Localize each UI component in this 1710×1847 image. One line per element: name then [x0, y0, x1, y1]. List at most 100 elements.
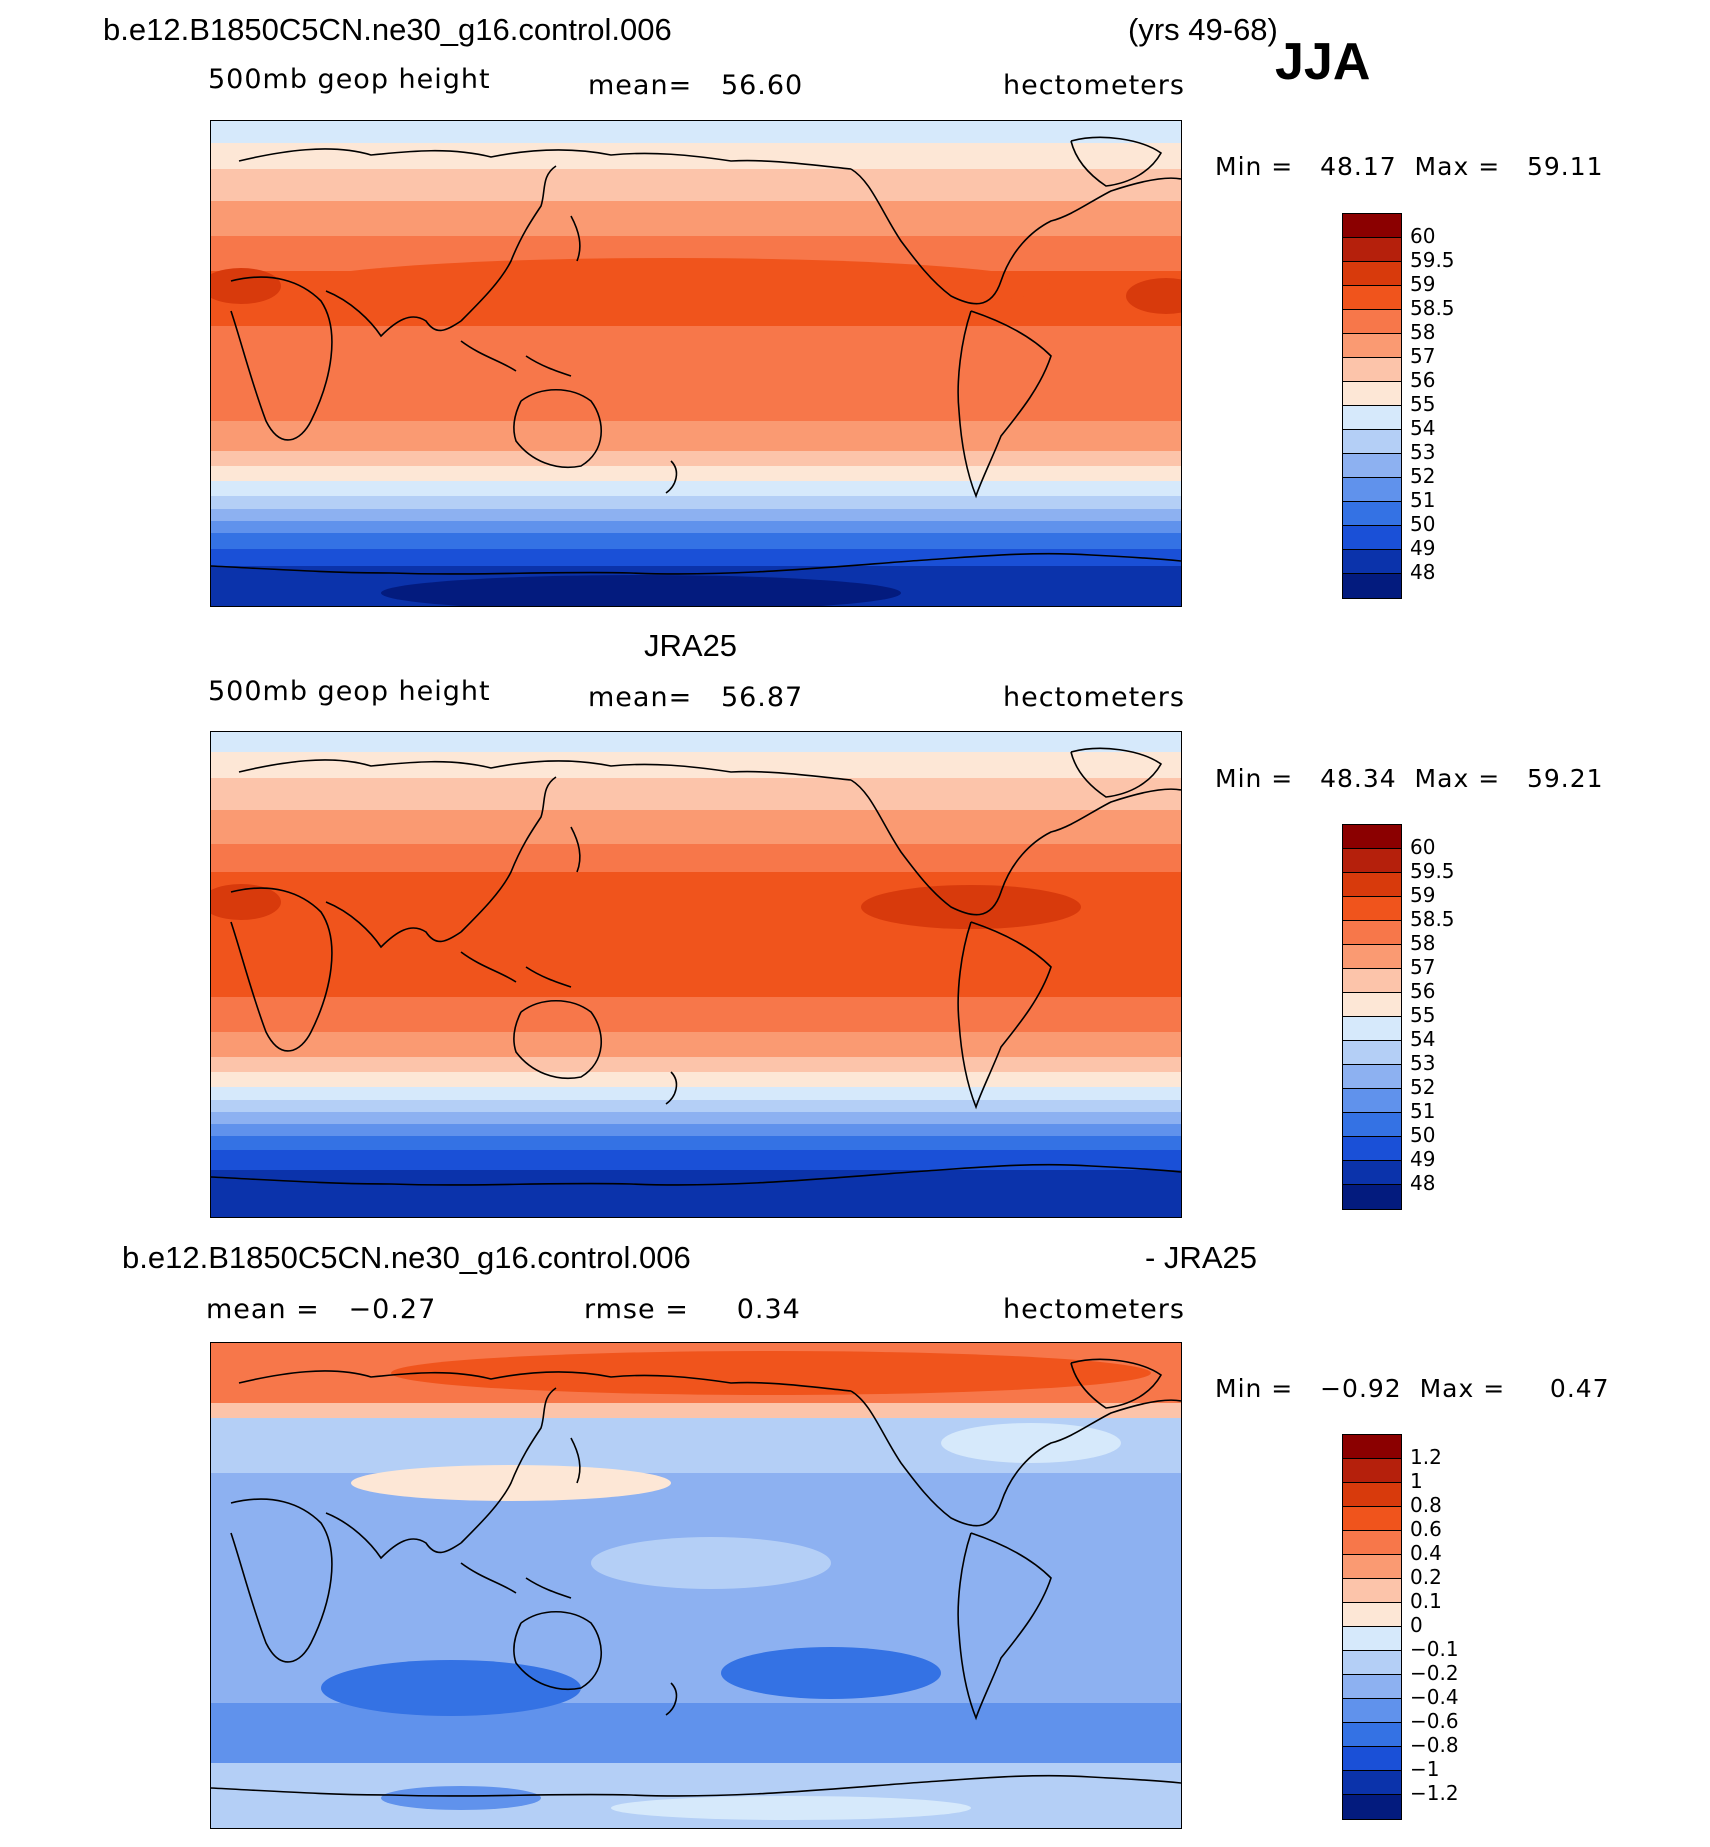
colorbar-label: 58.5 [1410, 296, 1455, 320]
colorbar-swatch [1343, 849, 1401, 873]
colorbar-label: 59.5 [1410, 248, 1455, 272]
panel2-variable: 500mb geop height [208, 676, 491, 707]
colorbar-label: 48 [1410, 560, 1436, 584]
colorbar-label: 54 [1410, 1027, 1436, 1051]
panel1-mean: mean= 56.60 [588, 70, 804, 101]
colorbar-label: 0.1 [1410, 1589, 1442, 1613]
panel3-mean: mean = −0.27 [206, 1294, 437, 1325]
colorbar-swatch [1343, 1675, 1401, 1699]
colorbar-swatch [1343, 1089, 1401, 1113]
colorbar-swatch [1343, 358, 1401, 382]
panel3-minus-ref: - JRA25 [1145, 1240, 1257, 1275]
panel2-units: hectometers [1003, 682, 1185, 713]
colorbar-label: 50 [1410, 512, 1436, 536]
colorbar-swatch [1343, 382, 1401, 406]
colorbar-label: 60 [1410, 224, 1436, 248]
colorbar-label: −0.4 [1410, 1685, 1459, 1709]
colorbar-swatch [1343, 406, 1401, 430]
colorbar-swatch [1343, 1161, 1401, 1185]
panel3-map [210, 1342, 1182, 1829]
colorbar-swatch [1343, 993, 1401, 1017]
colorbar-label: 59 [1410, 883, 1436, 907]
colorbar-swatch [1343, 969, 1401, 993]
colorbar-swatch [1343, 214, 1401, 238]
colorbar-swatch [1343, 1185, 1401, 1209]
colorbar-swatch [1343, 1065, 1401, 1089]
colorbar-swatch [1343, 1699, 1401, 1723]
colorbar-label: 48 [1410, 1171, 1436, 1195]
colorbar-label: 50 [1410, 1123, 1436, 1147]
colorbar-swatch [1343, 1531, 1401, 1555]
colorbar-swatch [1343, 1723, 1401, 1747]
colorbar-swatch [1343, 574, 1401, 598]
colorbar-label: 59.5 [1410, 859, 1455, 883]
colorbar-label: 56 [1410, 979, 1436, 1003]
colorbar-swatch [1343, 873, 1401, 897]
colorbar-swatch [1343, 825, 1401, 849]
colorbar-label: 0 [1410, 1613, 1423, 1637]
colorbar-swatch [1343, 1579, 1401, 1603]
panel2-minmax: Min = 48.34 Max = 59.21 [1215, 764, 1604, 793]
panel1-map [210, 120, 1182, 607]
colorbar-label: 57 [1410, 344, 1436, 368]
colorbar-label: 0.6 [1410, 1517, 1442, 1541]
colorbar-label: −1 [1410, 1757, 1440, 1781]
colorbar-label: 60 [1410, 835, 1436, 859]
panel1-case-title: b.e12.B1850C5CN.ne30_g16.control.006 [103, 12, 672, 47]
colorbar-swatch [1343, 1507, 1401, 1531]
colorbar-label: −1.2 [1410, 1781, 1459, 1805]
colorbar-swatch [1343, 430, 1401, 454]
colorbar-swatch [1343, 262, 1401, 286]
colorbar-label: 51 [1410, 488, 1436, 512]
panel3-minmax: Min = −0.92 Max = 0.47 [1215, 1374, 1610, 1403]
colorbar-swatch [1343, 1459, 1401, 1483]
colorbar-swatch [1343, 1435, 1401, 1459]
colorbar-swatch [1343, 238, 1401, 262]
colorbar-label: 55 [1410, 1003, 1436, 1027]
colorbar-swatch [1343, 1555, 1401, 1579]
colorbar-label: 56 [1410, 368, 1436, 392]
colorbar-swatch [1343, 1603, 1401, 1627]
panel3-colorbar [1342, 1434, 1402, 1820]
colorbar-swatch [1343, 1651, 1401, 1675]
colorbar-swatch [1343, 1113, 1401, 1137]
colorbar-swatch [1343, 921, 1401, 945]
colorbar-label: 53 [1410, 440, 1436, 464]
colorbar-label: 0.4 [1410, 1541, 1442, 1565]
colorbar-swatch [1343, 334, 1401, 358]
colorbar-swatch [1343, 1483, 1401, 1507]
colorbar-swatch [1343, 1627, 1401, 1651]
panel3-case-title: b.e12.B1850C5CN.ne30_g16.control.006 [122, 1240, 691, 1275]
panel2-colorbar [1342, 824, 1402, 1210]
colorbar-swatch [1343, 897, 1401, 921]
colorbar-label: 58 [1410, 320, 1436, 344]
colorbar-label: 0.8 [1410, 1493, 1442, 1517]
colorbar-label: 51 [1410, 1099, 1436, 1123]
colorbar-swatch [1343, 1137, 1401, 1161]
colorbar-label: −0.1 [1410, 1637, 1459, 1661]
colorbar-label: 55 [1410, 392, 1436, 416]
colorbar-label: 59 [1410, 272, 1436, 296]
colorbar-label: 49 [1410, 536, 1436, 560]
panel1-units: hectometers [1003, 70, 1185, 101]
colorbar-swatch [1343, 286, 1401, 310]
colorbar-label: 1 [1410, 1469, 1423, 1493]
colorbar-swatch [1343, 1747, 1401, 1771]
colorbar-swatch [1343, 550, 1401, 574]
colorbar-label: −0.6 [1410, 1709, 1459, 1733]
colorbar-swatch [1343, 310, 1401, 334]
panel3-rmse: rmse = 0.34 [584, 1294, 801, 1325]
colorbar-label: 58.5 [1410, 907, 1455, 931]
panel3-units: hectometers [1003, 1294, 1185, 1325]
colorbar-label: 57 [1410, 955, 1436, 979]
colorbar-label: −0.2 [1410, 1661, 1459, 1685]
colorbar-swatch [1343, 454, 1401, 478]
colorbar-swatch [1343, 945, 1401, 969]
panel1-minmax: Min = 48.17 Max = 59.11 [1215, 152, 1604, 181]
season-label: JJA [1275, 33, 1371, 91]
colorbar-label: 0.2 [1410, 1565, 1442, 1589]
colorbar-label: 1.2 [1410, 1445, 1442, 1469]
panel1-variable: 500mb geop height [208, 64, 491, 95]
colorbar-label: 52 [1410, 1075, 1436, 1099]
panel2-case-title: JRA25 [644, 628, 738, 663]
